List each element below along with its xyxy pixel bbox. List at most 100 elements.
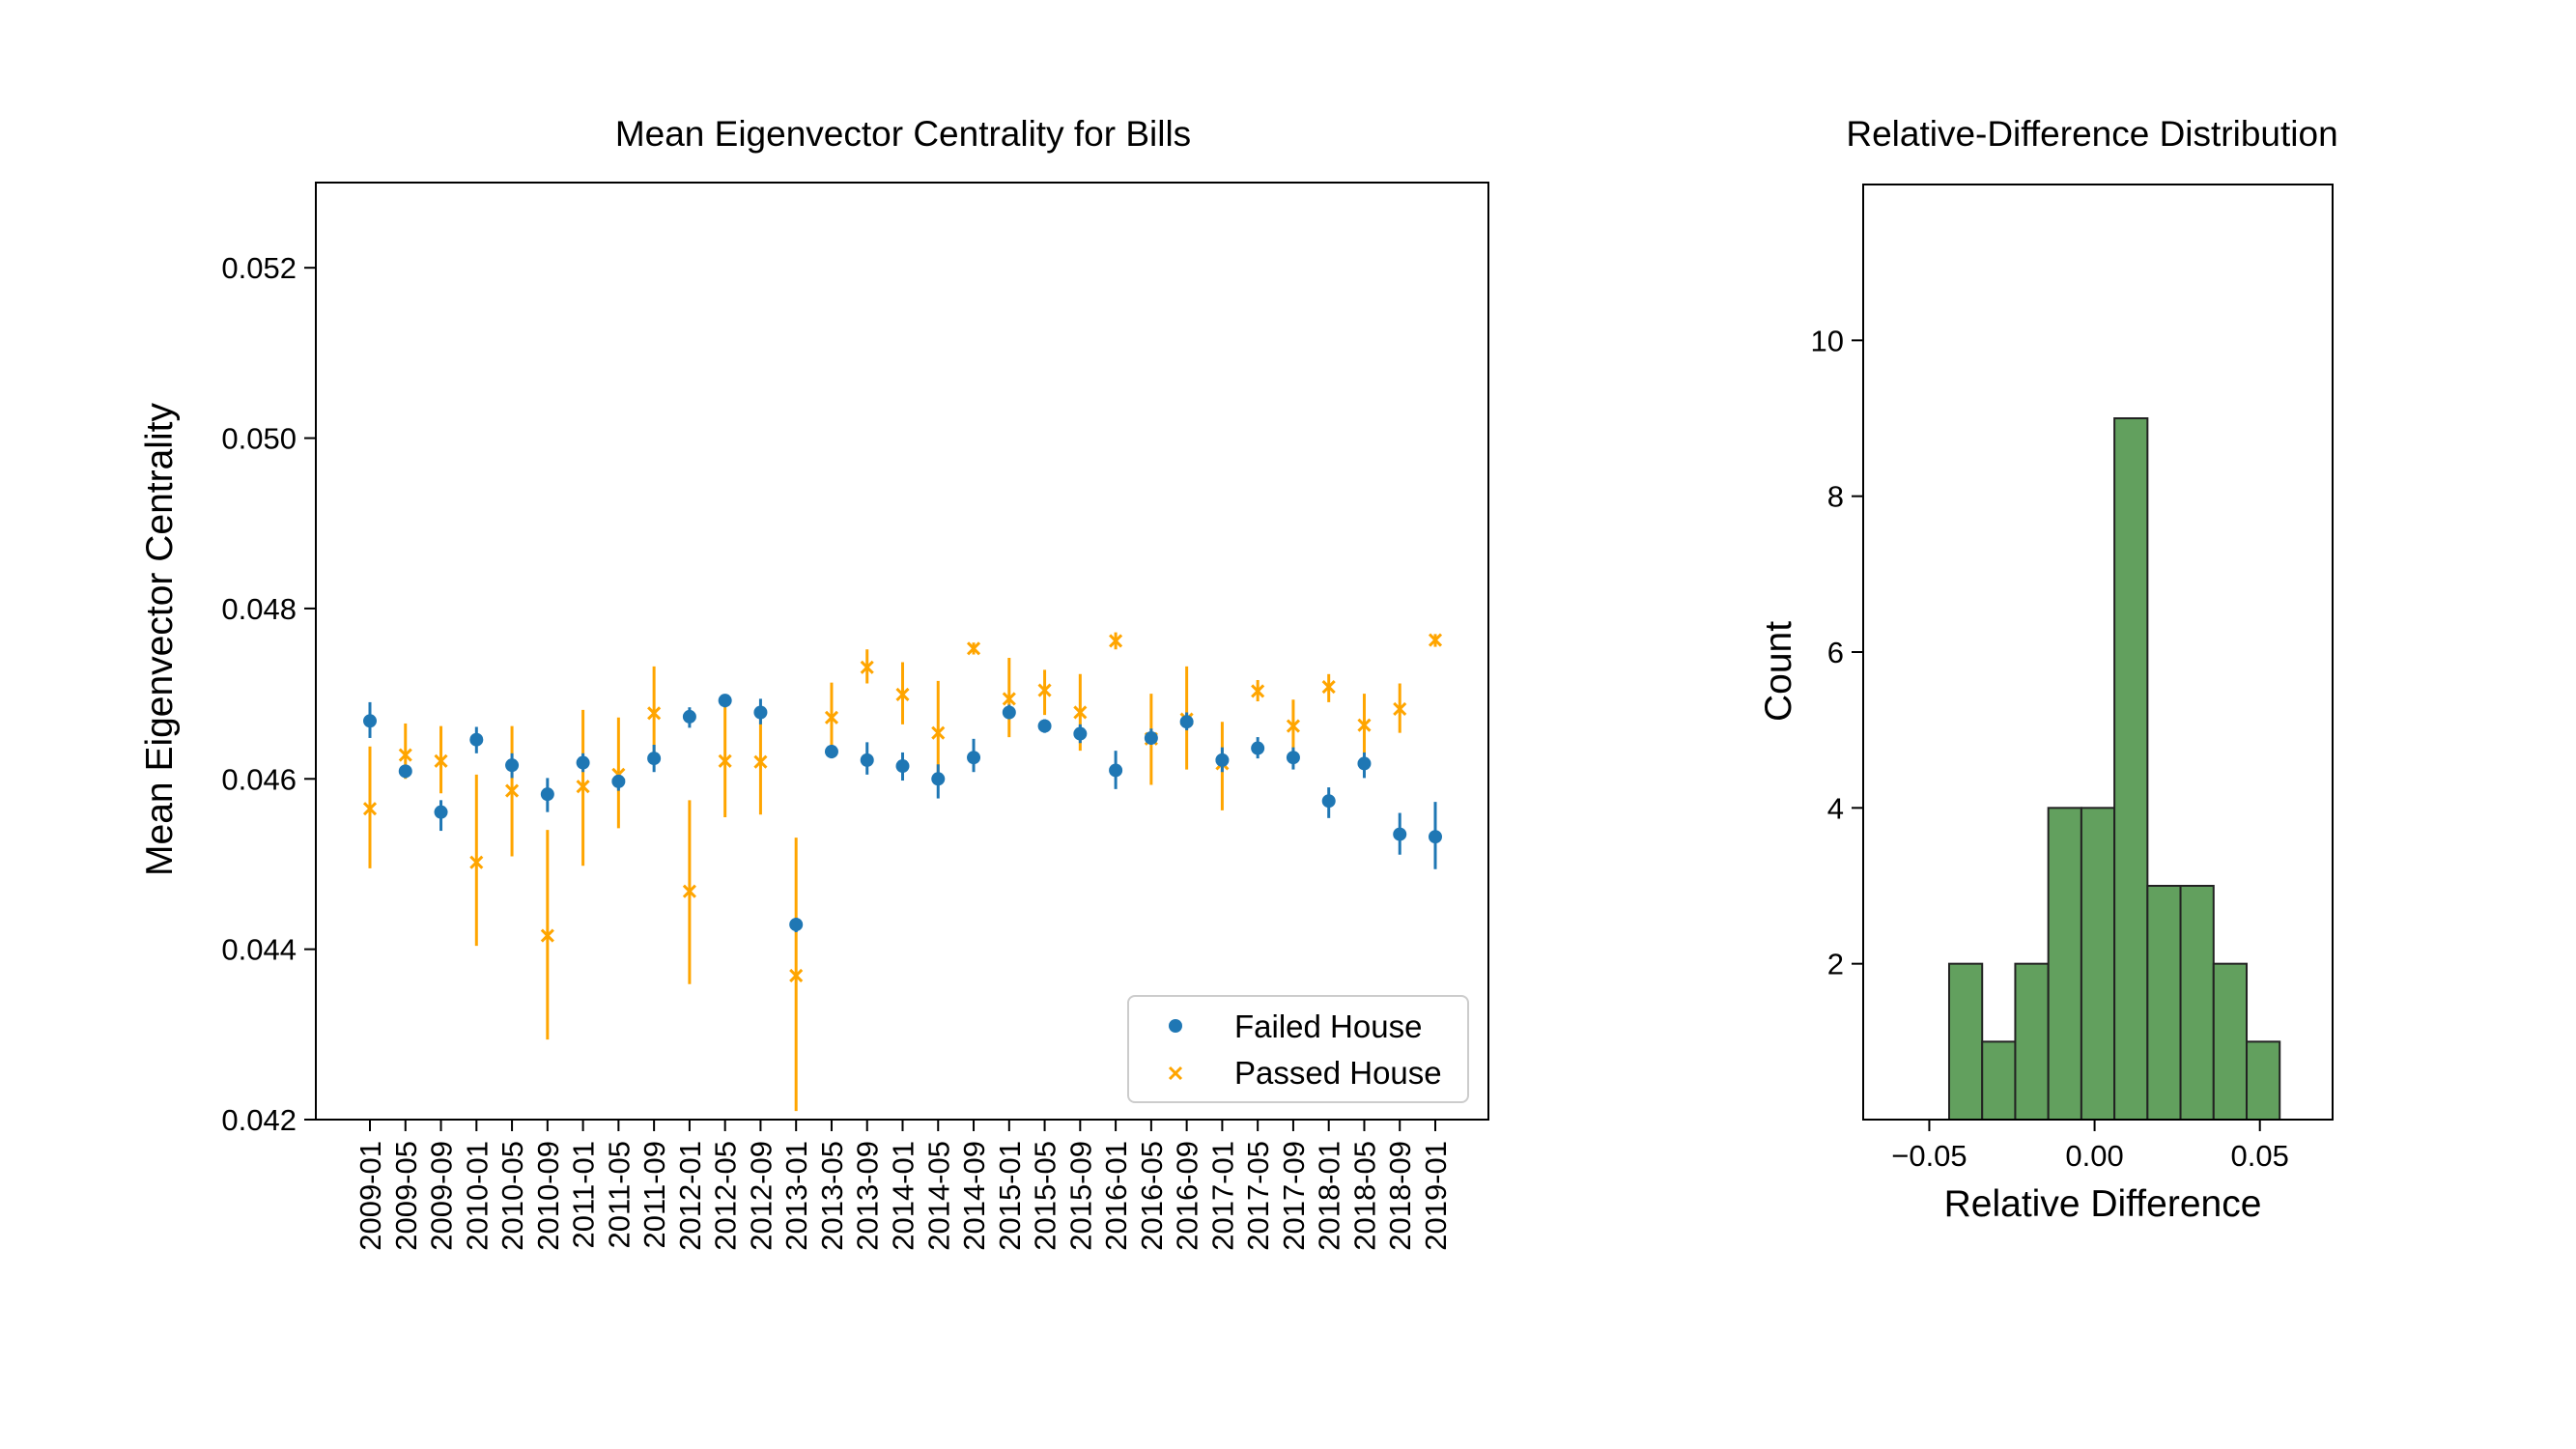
y-tick-label: 0.044 xyxy=(221,933,297,967)
failed-point xyxy=(1073,726,1088,741)
passed-point xyxy=(540,928,554,943)
histogram-chart-title: Relative-Difference Distribution xyxy=(1846,114,2337,154)
failed-point xyxy=(1179,715,1194,729)
y-tick-label: 0.042 xyxy=(221,1103,297,1137)
passed-point xyxy=(576,780,590,794)
passed-point xyxy=(1428,633,1443,647)
x-tick-label: 2012-09 xyxy=(744,1141,778,1251)
failed-point xyxy=(1002,705,1016,720)
x-tick-label: 2015-01 xyxy=(993,1141,1027,1251)
failed-point xyxy=(505,758,520,773)
x-tick-label: 2016-05 xyxy=(1135,1141,1169,1251)
failed-point xyxy=(1429,830,1442,844)
histogram-x-tick-label: 0.05 xyxy=(2231,1139,2289,1173)
histogram-frame xyxy=(1862,184,2334,1121)
x-tick-label: 2016-01 xyxy=(1099,1141,1133,1251)
failed-point xyxy=(576,755,590,770)
x-tick-label: 2017-05 xyxy=(1241,1141,1275,1251)
failed-point xyxy=(434,805,448,819)
failed-point xyxy=(753,705,768,720)
legend: Failed House Passed House xyxy=(1127,995,1469,1103)
failed-point xyxy=(1393,827,1407,841)
passed-point xyxy=(1321,679,1336,695)
passed-point xyxy=(931,725,946,740)
x-tick-label: 2009-09 xyxy=(425,1141,459,1251)
passed-point xyxy=(789,968,804,983)
x-tick-label: 2018-01 xyxy=(1313,1141,1346,1251)
x-tick-label: 2015-09 xyxy=(1063,1141,1097,1251)
y-tick-label: 0.052 xyxy=(221,251,297,285)
failed-point xyxy=(611,774,626,788)
passed-point xyxy=(860,660,874,674)
histogram-y-tick-label: 10 xyxy=(1811,324,1844,357)
y-axis-ticks: 0.042 0.044 0.046 0.048 0.050 0.052 xyxy=(221,251,316,1137)
x-tick-label: 2011-09 xyxy=(637,1141,671,1248)
legend-passed-marker xyxy=(1168,1065,1183,1081)
x-tick-label: 2014-01 xyxy=(887,1141,920,1251)
passed-point xyxy=(1037,683,1052,697)
passed-point xyxy=(1073,705,1088,720)
legend-failed-marker xyxy=(1169,1019,1182,1033)
failed-point xyxy=(895,759,910,774)
failed-point xyxy=(363,714,377,728)
histogram-bar xyxy=(2080,807,2116,1121)
y-tick-label: 0.046 xyxy=(221,762,297,796)
failed-point xyxy=(1251,741,1265,755)
y-tick-label: 0.048 xyxy=(221,592,297,626)
passed-point xyxy=(895,687,910,702)
histogram-bar xyxy=(2113,417,2149,1121)
x-tick-label: 2009-01 xyxy=(354,1141,387,1251)
histogram-bar xyxy=(2014,962,2050,1122)
failed-point xyxy=(1357,756,1372,771)
histogram-bar xyxy=(1981,1040,2017,1122)
plot-frame xyxy=(315,182,1489,1121)
x-tick-label: 2016-09 xyxy=(1171,1141,1204,1251)
histogram-y-label-wrap: Count xyxy=(1758,621,1799,722)
x-tick-label: 2010-05 xyxy=(495,1141,529,1251)
histogram-y-tick-label: 2 xyxy=(1827,948,1844,981)
passed-point xyxy=(647,706,662,721)
failed-point xyxy=(1321,794,1336,809)
y-tick-label: 0.050 xyxy=(221,422,297,456)
histogram-x-ticks: −0.05 0.00 0.05 xyxy=(1891,1120,2289,1173)
centrality-chart: Mean Eigenvector Centrality for Bills Me… xyxy=(139,114,1489,1251)
histogram-bar xyxy=(2246,1040,2281,1122)
passed-point xyxy=(753,754,768,769)
x-tick-label: 2009-05 xyxy=(389,1141,423,1251)
x-tick-label: 2013-09 xyxy=(851,1141,885,1251)
failed-point xyxy=(647,752,662,766)
x-tick-label: 2011-01 xyxy=(567,1141,601,1248)
passed-point xyxy=(505,783,520,798)
failed-point xyxy=(860,753,874,767)
failed-point xyxy=(718,694,732,708)
histogram-x-label: Relative Difference xyxy=(1944,1183,2262,1225)
failed-point xyxy=(1215,753,1230,767)
failed-point xyxy=(824,745,838,759)
x-tick-label: 2018-09 xyxy=(1383,1141,1417,1251)
x-tick-label: 2013-05 xyxy=(815,1141,849,1251)
x-tick-label: 2010-01 xyxy=(460,1141,494,1251)
x-tick-label: 2017-09 xyxy=(1277,1141,1311,1251)
failed-point xyxy=(1286,751,1300,765)
passed-point xyxy=(469,855,484,869)
x-tick-label: 2012-05 xyxy=(709,1141,743,1251)
passed-point xyxy=(718,753,732,768)
failed-point xyxy=(1109,763,1123,778)
failed-point xyxy=(789,918,804,932)
passed-point xyxy=(824,710,839,724)
legend-passed-label: Passed House xyxy=(1234,1055,1442,1091)
x-tick-label: 2019-01 xyxy=(1419,1141,1453,1251)
histogram-y-label: Count xyxy=(1758,621,1799,722)
failed-point xyxy=(469,732,484,747)
x-tick-label: 2017-01 xyxy=(1205,1141,1239,1251)
x-axis-ticks: 2009-01 2009-05 2009-09 2010-01 2010-05 2010-… xyxy=(354,1120,1453,1251)
passed-point xyxy=(1286,719,1300,733)
histogram-bar xyxy=(2212,962,2249,1122)
histogram-bars xyxy=(1947,417,2281,1122)
x-tick-label: 2010-09 xyxy=(531,1141,565,1251)
passed-point xyxy=(398,748,412,762)
centrality-chart-title: Mean Eigenvector Centrality for Bills xyxy=(615,114,1191,154)
x-tick-label: 2015-05 xyxy=(1029,1141,1062,1251)
histogram-chart: Relative-Difference Distribution Count R… xyxy=(1758,114,2338,1225)
